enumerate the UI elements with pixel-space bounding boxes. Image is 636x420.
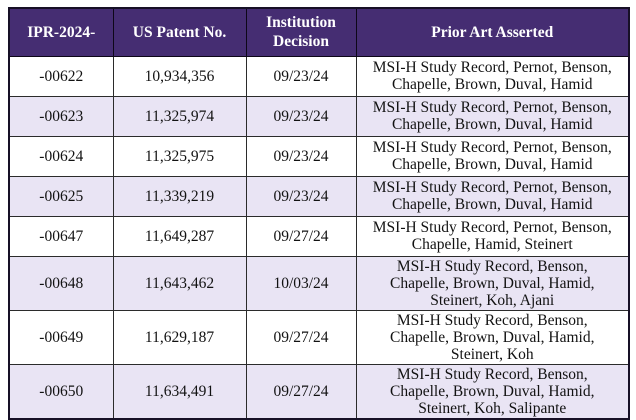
decision-date-cell: 09/23/24 xyxy=(245,135,357,177)
col-header-institution-decision: Institution Decision xyxy=(245,7,357,57)
ipr-number-cell: -00648 xyxy=(8,255,114,311)
ipr-number-cell: -00624 xyxy=(8,135,114,177)
decision-date-cell: 09/23/24 xyxy=(245,95,357,137)
col-header-patent-number: US Patent No. xyxy=(112,7,247,57)
row-ipr-00648: -00648 11,643,462 10/03/24 MSI-H Study R… xyxy=(8,255,630,311)
row-ipr-00649: -00649 11,629,187 09/27/24 MSI-H Study R… xyxy=(8,309,630,365)
patent-number-cell: 11,325,975 xyxy=(112,135,247,177)
prior-art-cell: MSI-H Study Record, Pernot, Benson, Chap… xyxy=(355,215,630,257)
col-header-ipr-number: IPR-2024- xyxy=(8,7,114,57)
decision-date-cell: 10/03/24 xyxy=(245,255,357,311)
patent-number-cell: 11,339,219 xyxy=(112,175,247,217)
row-ipr-00650: -00650 11,634,491 09/27/24 MSI-H Study R… xyxy=(8,363,630,419)
decision-date-cell: 09/23/24 xyxy=(245,175,357,217)
patent-number-cell: 11,325,974 xyxy=(112,95,247,137)
col-header-prior-art: Prior Art Asserted xyxy=(355,7,630,57)
row-ipr-00625: -00625 11,339,219 09/23/24 MSI-H Study R… xyxy=(8,175,630,217)
patent-number-cell: 11,634,491 xyxy=(112,363,247,419)
patent-number-cell: 11,629,187 xyxy=(112,309,247,365)
table-header: IPR-2024- US Patent No. Institution Deci… xyxy=(8,7,630,57)
decision-date-cell: 09/27/24 xyxy=(245,363,357,419)
header-row: IPR-2024- US Patent No. Institution Deci… xyxy=(8,7,630,57)
patent-number-cell: 11,643,462 xyxy=(112,255,247,311)
row-ipr-00623: -00623 11,325,974 09/23/24 MSI-H Study R… xyxy=(8,95,630,137)
prior-art-cell: MSI-H Study Record, Benson, Chapelle, Br… xyxy=(355,363,630,419)
ipr-institution-table: IPR-2024- US Patent No. Institution Deci… xyxy=(8,7,630,420)
prior-art-cell: MSI-H Study Record, Pernot, Benson, Chap… xyxy=(355,175,630,217)
ipr-number-cell: -00623 xyxy=(8,95,114,137)
patent-number-cell: 11,649,287 xyxy=(112,215,247,257)
ipr-number-cell: -00625 xyxy=(8,175,114,217)
decision-date-cell: 09/23/24 xyxy=(245,55,357,97)
table-body: -00622 10,934,356 09/23/24 MSI-H Study R… xyxy=(8,55,630,419)
prior-art-cell: MSI-H Study Record, Pernot, Benson, Chap… xyxy=(355,55,630,97)
row-ipr-00622: -00622 10,934,356 09/23/24 MSI-H Study R… xyxy=(8,55,630,97)
decision-date-cell: 09/27/24 xyxy=(245,215,357,257)
ipr-number-cell: -00622 xyxy=(8,55,114,97)
patent-number-cell: 10,934,356 xyxy=(112,55,247,97)
prior-art-cell: MSI-H Study Record, Benson, Chapelle, Br… xyxy=(355,255,630,311)
prior-art-cell: MSI-H Study Record, Benson, Chapelle, Br… xyxy=(355,309,630,365)
row-ipr-00624: -00624 11,325,975 09/23/24 MSI-H Study R… xyxy=(8,135,630,177)
prior-art-cell: MSI-H Study Record, Pernot, Benson, Chap… xyxy=(355,95,630,137)
prior-art-cell: MSI-H Study Record, Pernot, Benson, Chap… xyxy=(355,135,630,177)
row-ipr-00647: -00647 11,649,287 09/27/24 MSI-H Study R… xyxy=(8,215,630,257)
decision-date-cell: 09/27/24 xyxy=(245,309,357,365)
ipr-number-cell: -00647 xyxy=(8,215,114,257)
ipr-number-cell: -00649 xyxy=(8,309,114,365)
ipr-number-cell: -00650 xyxy=(8,363,114,419)
